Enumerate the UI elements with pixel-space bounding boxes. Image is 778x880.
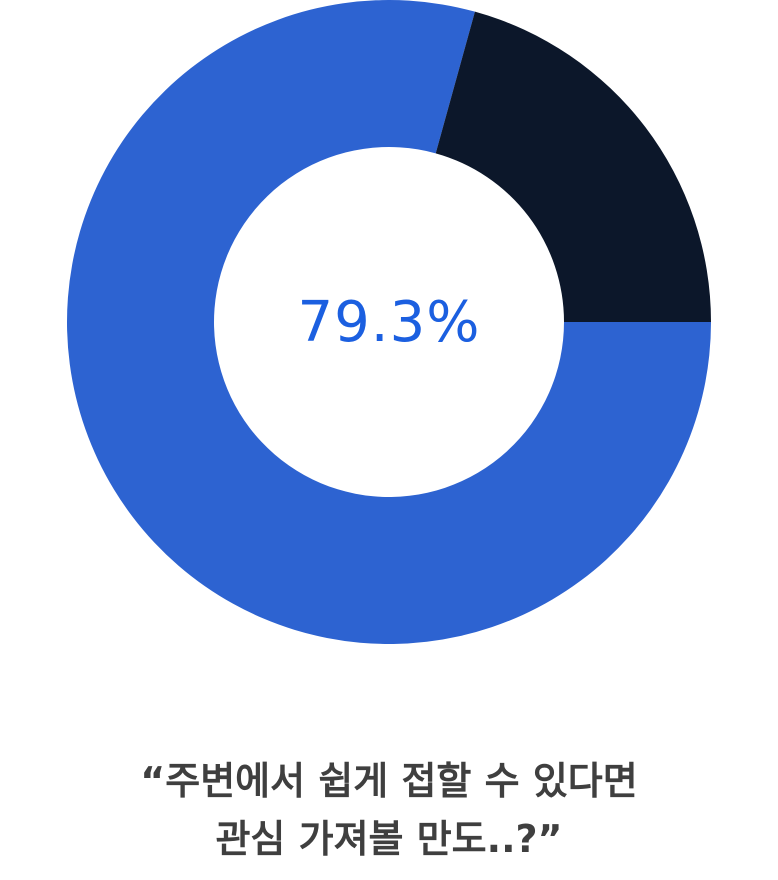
- caption-line-2: 관심 가져볼 만도..?”: [215, 817, 563, 861]
- caption-quote: “주변에서 쉽게 접할 수 있다면 관심 가져볼 만도..?”: [0, 752, 778, 868]
- center-percentage-label: 79.3%: [297, 290, 481, 355]
- donut-slice-1: [67, 0, 712, 644]
- donut-slice-2: [435, 11, 711, 323]
- donut-chart: [67, 0, 712, 644]
- caption-line-1: “주변에서 쉽게 접할 수 있다면: [140, 759, 638, 803]
